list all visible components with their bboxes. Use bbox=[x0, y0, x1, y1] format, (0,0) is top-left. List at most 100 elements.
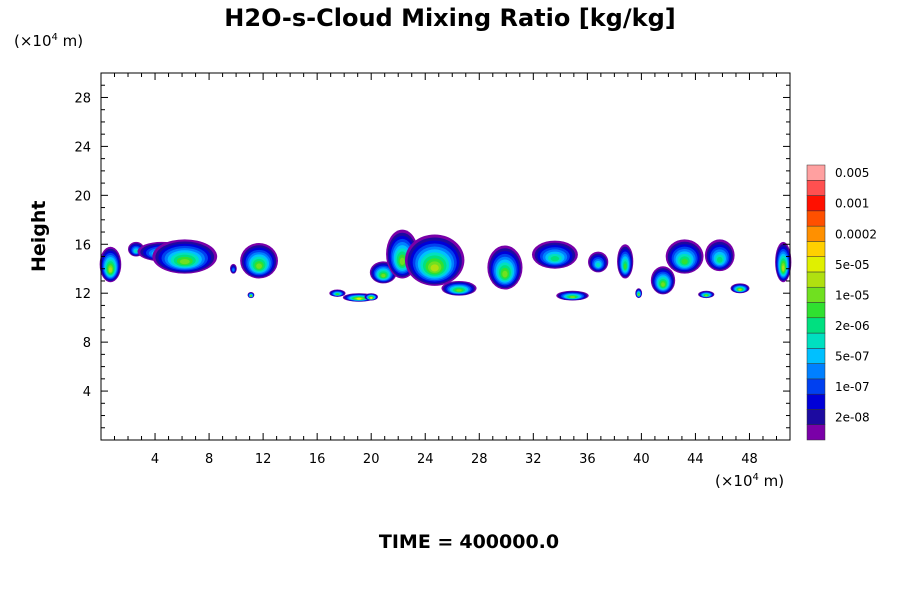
colorbar-label: 1e-05 bbox=[835, 288, 870, 302]
cloud-cell bbox=[152, 239, 218, 274]
time-label: TIME = bbox=[378, 531, 454, 553]
cloud-cell bbox=[404, 234, 465, 286]
x-axis-unit: (×104 m) bbox=[715, 472, 785, 490]
chart-title: H2O-s-Cloud Mixing Ratio [kg/kg] bbox=[224, 4, 676, 32]
time-value: 400000.0 bbox=[459, 531, 560, 553]
cloud-cell bbox=[556, 290, 589, 301]
colorbar-swatch bbox=[806, 348, 826, 364]
y-tick-label: 28 bbox=[74, 91, 91, 106]
colorbar-label: 5e-05 bbox=[835, 258, 870, 272]
colorbar-swatch bbox=[806, 302, 826, 319]
cloud-contour bbox=[249, 294, 252, 297]
colorbar-swatch bbox=[806, 332, 826, 349]
cloud-cell bbox=[650, 266, 676, 295]
x-tick-label: 4 bbox=[151, 452, 159, 467]
colorbar-label: 5e-07 bbox=[835, 349, 870, 363]
colorbar-label: 2e-08 bbox=[835, 411, 870, 425]
cloud-cell bbox=[775, 241, 792, 283]
colorbar-swatch bbox=[806, 271, 826, 288]
cloud-contour bbox=[661, 282, 665, 287]
colorbar-label: 0.005 bbox=[835, 166, 869, 180]
y-tick-label: 24 bbox=[74, 140, 91, 155]
cloud-contour bbox=[232, 268, 235, 272]
x-tick-label: 48 bbox=[741, 452, 758, 467]
x-tick-label: 20 bbox=[363, 452, 380, 467]
cloud-cell bbox=[635, 288, 643, 299]
cloud-cell bbox=[487, 245, 523, 290]
cloud-contour bbox=[782, 265, 785, 271]
x-tick-label: 8 bbox=[205, 452, 213, 467]
cloud-cell bbox=[329, 289, 346, 297]
y-axis-label: Height bbox=[28, 200, 50, 272]
x-tick-label: 36 bbox=[579, 452, 596, 467]
y-tick-label: 8 bbox=[83, 336, 91, 351]
cloud-contour bbox=[502, 270, 508, 278]
cloud-contour bbox=[336, 293, 339, 296]
cloud-cell bbox=[230, 263, 237, 274]
y-axis-unit: (×104 m) bbox=[14, 32, 84, 50]
colorbar-swatch bbox=[806, 180, 826, 196]
cloud-contour bbox=[179, 259, 190, 265]
y-tick-label: 16 bbox=[74, 238, 91, 253]
cloud-cell bbox=[247, 291, 255, 299]
cloud-cell bbox=[531, 240, 578, 269]
x-tick-label: 32 bbox=[525, 452, 542, 467]
colorbar-swatch bbox=[806, 164, 826, 181]
cloud-cell bbox=[441, 280, 477, 296]
colorbar-swatch bbox=[806, 409, 826, 425]
cloud-contour bbox=[637, 293, 640, 296]
cloud-contour bbox=[134, 249, 138, 253]
colorbar-swatch bbox=[806, 378, 826, 395]
cloud-cell bbox=[617, 244, 634, 279]
x-tick-label: 44 bbox=[687, 452, 704, 467]
cloud-cell bbox=[698, 290, 715, 299]
cloud-contour bbox=[596, 262, 601, 268]
cloud-contour bbox=[108, 267, 112, 273]
colorbar-swatch bbox=[806, 363, 826, 380]
cloud-cell bbox=[364, 293, 378, 301]
cloud-contour bbox=[356, 297, 362, 300]
cloud-contour bbox=[738, 288, 742, 291]
cloud-contour bbox=[430, 264, 439, 272]
colorbar-swatch bbox=[806, 195, 826, 212]
cloud-contour bbox=[381, 274, 386, 278]
colorbar-label: 0.001 bbox=[835, 197, 869, 211]
x-tick-label: 12 bbox=[255, 452, 272, 467]
cloud-contour bbox=[370, 296, 373, 299]
cloud-contour bbox=[399, 257, 405, 266]
colorbar-swatch bbox=[806, 286, 826, 303]
cloud-cell bbox=[730, 283, 750, 294]
cloud-cell bbox=[588, 251, 609, 273]
cloud-cell bbox=[240, 243, 278, 279]
cloud-contour bbox=[623, 263, 627, 270]
x-tick-label: 40 bbox=[633, 452, 650, 467]
cloud-contour bbox=[570, 296, 575, 299]
cloud-contour bbox=[716, 256, 723, 263]
cloud-cell bbox=[99, 246, 122, 283]
colorbar-swatch bbox=[806, 225, 826, 242]
cloud-contour bbox=[256, 263, 262, 269]
time-readout: TIME = 400000.0 bbox=[0, 531, 900, 553]
colorbar-swatch bbox=[806, 317, 826, 334]
colorbar-swatch bbox=[806, 256, 826, 273]
colorbar-label: 2e-06 bbox=[835, 319, 870, 333]
colorbar-swatch bbox=[806, 393, 826, 410]
x-tick-label: 16 bbox=[309, 452, 326, 467]
cloud-cell bbox=[665, 239, 704, 274]
x-tick-label: 24 bbox=[417, 452, 434, 467]
cloud-contour bbox=[456, 289, 462, 292]
colorbar-swatch bbox=[806, 424, 826, 441]
colorbar-swatch bbox=[806, 210, 826, 227]
x-tick-label: 28 bbox=[471, 452, 488, 467]
cloud-cell bbox=[386, 229, 419, 279]
cloud-cell bbox=[704, 239, 735, 272]
y-tick-label: 12 bbox=[74, 287, 91, 302]
colorbar-label: 0.0002 bbox=[835, 227, 877, 241]
cloud-contour bbox=[550, 256, 560, 262]
y-tick-label: 4 bbox=[83, 385, 91, 400]
y-tick-label: 20 bbox=[74, 189, 91, 204]
cloud-contour bbox=[681, 258, 688, 265]
colorbar-label: 1e-07 bbox=[835, 380, 870, 394]
cloud-contour bbox=[705, 294, 708, 297]
